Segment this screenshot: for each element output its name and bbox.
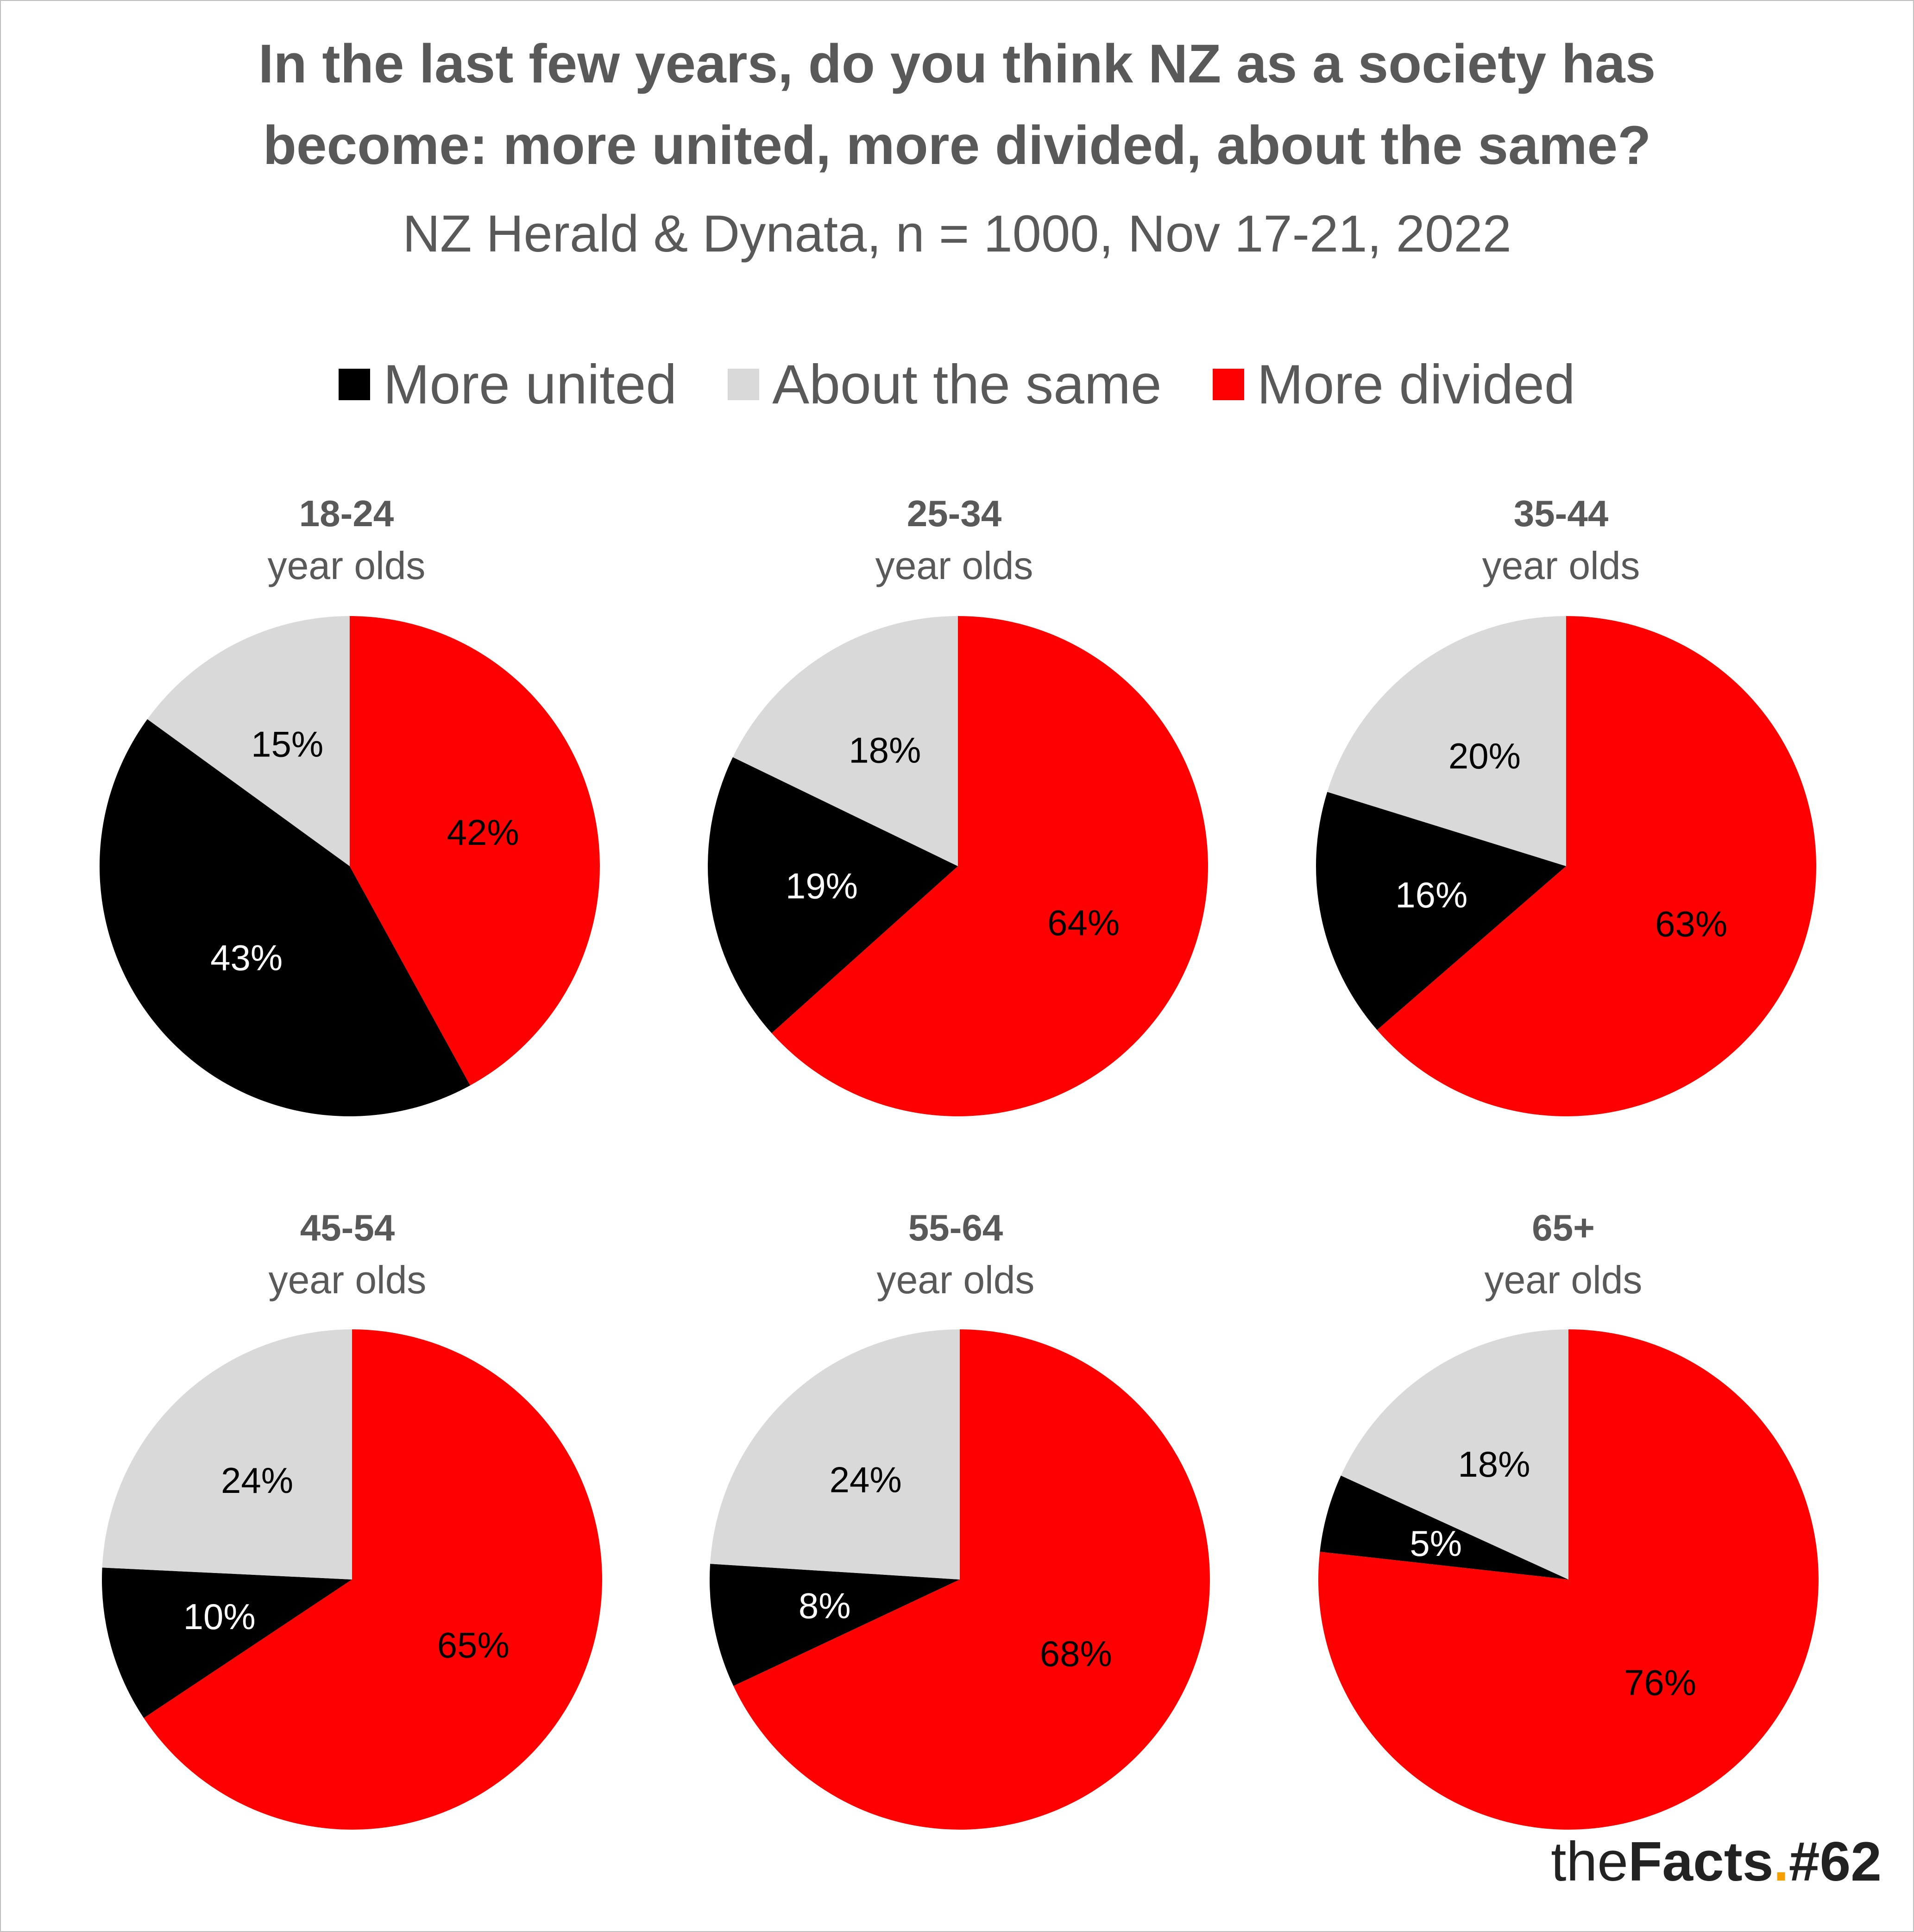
legend-label-more-united: More united	[383, 353, 677, 415]
pie-45-54: 10% 24% 65%	[101, 1329, 602, 1830]
legend-label-more-divided: More divided	[1257, 353, 1575, 415]
pie-25-34: 19% 18% 64%	[707, 616, 1208, 1116]
brand-dot: .	[1773, 1831, 1789, 1893]
pie-55-64: 8% 24% 68%	[710, 1329, 1210, 1830]
legend-item-about-the-same: About the same	[728, 352, 1162, 416]
panel-sub-label: year olds	[267, 544, 426, 587]
data-label-about-the-same: 18%	[1458, 1444, 1530, 1485]
pie-slice-more-divided	[1377, 616, 1817, 1116]
panel-heading-65-plus: 65+ year olds	[1332, 1202, 1795, 1306]
pie-slice-more-united	[710, 1564, 960, 1686]
panel-sub-label: year olds	[875, 544, 1033, 587]
title-line-1: In the last few years, do you think NZ a…	[258, 33, 1656, 94]
legend-item-more-divided: More divided	[1212, 352, 1575, 416]
panel-age-label: 35-44	[1513, 493, 1609, 534]
data-label-more-united: 19%	[786, 865, 858, 906]
legend-swatch-more-divided	[1212, 369, 1244, 400]
brand-number: #62	[1788, 1831, 1882, 1893]
legend-swatch-about-the-same	[728, 369, 760, 400]
data-label-more-united: 8%	[799, 1586, 851, 1626]
brand-facts: Facts	[1628, 1831, 1774, 1893]
panel-sub-label: year olds	[268, 1258, 427, 1302]
pie-slice-about-the-same	[147, 616, 350, 866]
pie-35-44: 16% 20% 63%	[1316, 616, 1817, 1116]
data-label-more-united: 10%	[183, 1596, 256, 1637]
panel-age-label: 25-34	[907, 493, 1002, 534]
data-label-more-divided: 65%	[437, 1624, 510, 1665]
data-label-more-divided: 42%	[447, 812, 519, 853]
panel-heading-18-24: 18-24 year olds	[115, 488, 578, 592]
legend: More united About the same More divided	[0, 345, 1914, 424]
pie-slice-more-united	[101, 1567, 352, 1718]
data-label-more-divided: 76%	[1624, 1662, 1696, 1703]
data-label-more-united: 43%	[210, 937, 283, 978]
pie-slice-about-the-same	[733, 616, 958, 866]
pie-slice-more-united	[707, 757, 958, 1033]
legend-swatch-more-united	[339, 369, 371, 400]
data-label-about-the-same: 24%	[830, 1460, 902, 1500]
data-label-about-the-same: 24%	[221, 1460, 293, 1501]
pie-slice-more-united	[99, 719, 471, 1117]
panel-sub-label: year olds	[1484, 1258, 1643, 1302]
pie-slice-more-united	[1316, 792, 1566, 1030]
legend-item-more-united: More united	[339, 352, 677, 416]
panel-age-label: 18-24	[299, 493, 394, 534]
brand-logo: theFacts.#62	[1551, 1830, 1882, 1894]
pie-slice-about-the-same	[1341, 1329, 1568, 1580]
pie-slice-more-divided	[350, 616, 600, 1086]
panel-heading-25-34: 25-34 year olds	[723, 488, 1186, 592]
pie-slice-more-divided	[1318, 1329, 1819, 1830]
panel-age-label: 65+	[1532, 1207, 1595, 1248]
title-line-2: become: more united, more divided, about…	[263, 115, 1651, 176]
data-label-more-divided: 63%	[1655, 903, 1727, 944]
chart-title: In the last few years, do you think NZ a…	[69, 23, 1845, 186]
panel-heading-35-44: 35-44 year olds	[1329, 488, 1793, 592]
pie-65-plus: 5% 18% 76%	[1318, 1329, 1819, 1830]
legend-label-about-the-same: About the same	[772, 353, 1162, 415]
pie-slice-more-divided	[771, 616, 1208, 1116]
chart-subtitle: NZ Herald & Dynata, n = 1000, Nov 17-21,…	[403, 205, 1511, 263]
panel-age-label: 55-64	[908, 1207, 1003, 1248]
pie-slice-about-the-same	[1327, 616, 1566, 866]
pie-slice-more-divided	[733, 1329, 1210, 1830]
data-label-more-united: 16%	[1395, 875, 1467, 915]
data-label-about-the-same: 15%	[251, 724, 323, 764]
data-label-about-the-same: 20%	[1448, 736, 1521, 776]
panel-heading-45-54: 45-54 year olds	[116, 1202, 579, 1306]
data-label-more-divided: 64%	[1047, 902, 1120, 943]
pie-slice-about-the-same	[710, 1329, 960, 1580]
brand-the: the	[1551, 1831, 1628, 1893]
panel-sub-label: year olds	[1482, 544, 1640, 587]
pie-slice-more-united	[1320, 1475, 1568, 1580]
data-label-about-the-same: 18%	[849, 730, 921, 770]
pie-slice-about-the-same	[102, 1329, 353, 1580]
data-label-more-united: 5%	[1410, 1523, 1462, 1564]
panel-age-label: 45-54	[300, 1207, 395, 1248]
pie-18-24: 43% 15% 42%	[99, 616, 600, 1117]
panel-sub-label: year olds	[876, 1258, 1035, 1302]
data-label-more-divided: 68%	[1040, 1633, 1112, 1674]
panel-heading-55-64: 55-64 year olds	[724, 1202, 1187, 1306]
pie-slice-more-divided	[144, 1329, 602, 1830]
